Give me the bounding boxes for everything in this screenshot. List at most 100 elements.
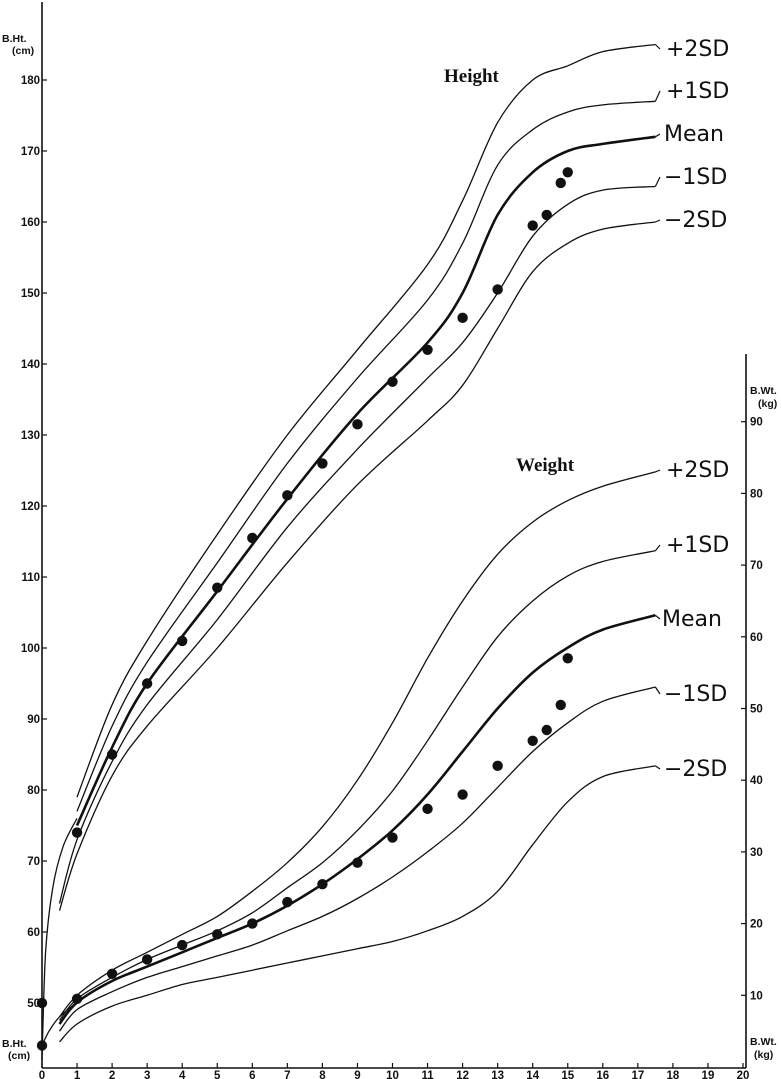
height-data-point xyxy=(457,312,468,324)
height-curve-minus1sd xyxy=(58,185,656,904)
height-points xyxy=(36,167,573,1009)
height-data-point xyxy=(177,635,188,647)
height-data-point xyxy=(492,284,503,295)
x-tick-label: 5 xyxy=(214,1070,221,1079)
height-label-plus2sd: +2SD xyxy=(666,37,729,62)
height-y-tick-label: 160 xyxy=(21,217,40,229)
weight-axis-label-top-line1: B.Wt. xyxy=(750,385,777,397)
height-leader-minus1sd xyxy=(654,176,661,187)
weight-leader-minus1sd xyxy=(654,686,661,695)
weight-y-tick-label: 10 xyxy=(750,990,763,1002)
x-tick-label: 19 xyxy=(702,1070,715,1079)
weight-data-point xyxy=(457,789,468,800)
height-y-tick-label: 180 xyxy=(21,75,40,87)
height-data-point xyxy=(71,827,83,838)
x-tick-label: 1 xyxy=(74,1070,81,1079)
weight-data-point xyxy=(352,857,363,868)
height-data-point xyxy=(282,490,293,501)
weight-data-point xyxy=(106,968,118,979)
weight-data-point xyxy=(492,760,503,772)
x-tick-label: 6 xyxy=(249,1070,255,1079)
x-tick-label: 3 xyxy=(144,1070,150,1079)
x-tick-label: 12 xyxy=(456,1070,469,1079)
weight-axis-label-top-line2: (kg) xyxy=(758,398,777,410)
height-data-point xyxy=(36,997,48,1009)
height-label-mean: Mean xyxy=(664,122,724,147)
x-tick-label: 7 xyxy=(284,1070,290,1079)
height-leader-minus2sd xyxy=(655,219,661,223)
weight-leader-plus2sd xyxy=(655,469,661,473)
weight-axis-label-bottom-line1: B.Wt. xyxy=(750,1036,777,1048)
weight-label-plus2sd: +2SD xyxy=(666,458,729,483)
height-data-point xyxy=(422,344,433,355)
x-tick-label: 14 xyxy=(526,1070,539,1079)
x-tick-label: 2 xyxy=(109,1070,115,1079)
axes xyxy=(41,2,747,1069)
weight-data-point xyxy=(71,993,83,1005)
weight-label-plus1sd: +1SD xyxy=(666,533,729,558)
x-tick-label: 10 xyxy=(386,1070,399,1079)
height-y-tick-label: 130 xyxy=(21,430,40,442)
height-leader-mean xyxy=(655,133,661,138)
height-y-tick-label: 120 xyxy=(21,501,40,513)
height-curve-minus2sd xyxy=(58,221,656,911)
weight-leader-minus2sd xyxy=(655,765,661,770)
height-axis-label-top-line2: (cm) xyxy=(12,45,34,57)
height-data-point xyxy=(106,749,118,760)
height-chart-title: Height xyxy=(444,66,500,87)
weight-data-point xyxy=(36,1040,48,1051)
weight-data-point xyxy=(527,735,538,746)
height-data-point xyxy=(387,376,398,387)
weight-curve-plus2sd xyxy=(58,471,656,1018)
weight-y-tick-label: 40 xyxy=(750,775,763,787)
weight-data-point xyxy=(555,699,566,711)
height-label-plus1sd: +1SD xyxy=(666,79,729,104)
x-tick-label: 13 xyxy=(491,1070,504,1079)
height-curves xyxy=(41,43,661,1060)
weight-data-point xyxy=(387,832,398,843)
height-data-point xyxy=(541,209,552,221)
height-label-minus1sd: −1SD xyxy=(664,165,727,190)
x-tick-label: 18 xyxy=(667,1070,680,1079)
height-y-tick-label: 70 xyxy=(27,856,40,868)
height-y-tick-label: 50 xyxy=(27,998,40,1010)
weight-y-tick-label: 80 xyxy=(750,488,763,500)
weight-data-point xyxy=(541,724,552,736)
height-y-tick-label: 140 xyxy=(21,359,40,371)
height-data-point xyxy=(247,532,258,544)
x-tick-label: 17 xyxy=(631,1070,644,1079)
weight-y-tick-label: 90 xyxy=(750,417,763,429)
height-data-point xyxy=(527,220,538,231)
weight-label-mean: Mean xyxy=(662,607,722,632)
weight-curve-minus1sd xyxy=(58,686,656,1032)
height-data-point xyxy=(212,582,223,593)
weight-chart-title: Weight xyxy=(516,455,575,476)
height-axis-label-bottom-line2: (cm) xyxy=(8,1050,30,1062)
height-y-tick-label: 60 xyxy=(27,927,40,939)
weight-axis-label-bottom-line2: (kg) xyxy=(754,1049,773,1061)
weight-data-point xyxy=(562,653,573,664)
weight-data-point xyxy=(141,954,153,965)
ticks: 0 1 2 3 4 5 6 7 8 9 10 11 12 13 14 15 16 17 18 19 2050607080… xyxy=(21,75,763,1079)
height-leader-plus1sd xyxy=(654,90,661,102)
height-axis-label-top-line1: B.Ht. xyxy=(2,33,27,45)
weight-data-point xyxy=(247,918,258,929)
weight-birth-curve xyxy=(41,1001,78,1046)
weight-y-tick-label: 30 xyxy=(750,847,763,859)
height-y-tick-label: 110 xyxy=(21,572,40,584)
height-curve-plus1sd xyxy=(76,100,656,812)
height-label-minus2sd: −2SD xyxy=(664,208,727,233)
height-y-tick-label: 100 xyxy=(21,643,40,655)
height-data-point xyxy=(562,167,573,178)
height-y-tick-label: 90 xyxy=(27,714,40,726)
weight-curve-minus2sd xyxy=(59,765,656,1043)
weight-data-point xyxy=(177,939,188,951)
weight-leader-plus1sd xyxy=(654,544,661,552)
height-data-point xyxy=(555,177,566,189)
height-y-tick-label: 170 xyxy=(21,146,40,158)
x-tick-label: 9 xyxy=(354,1070,360,1079)
weight-curve-mean xyxy=(58,614,656,1025)
height-data-point xyxy=(317,458,328,469)
weight-curve-plus1sd xyxy=(58,550,656,1021)
